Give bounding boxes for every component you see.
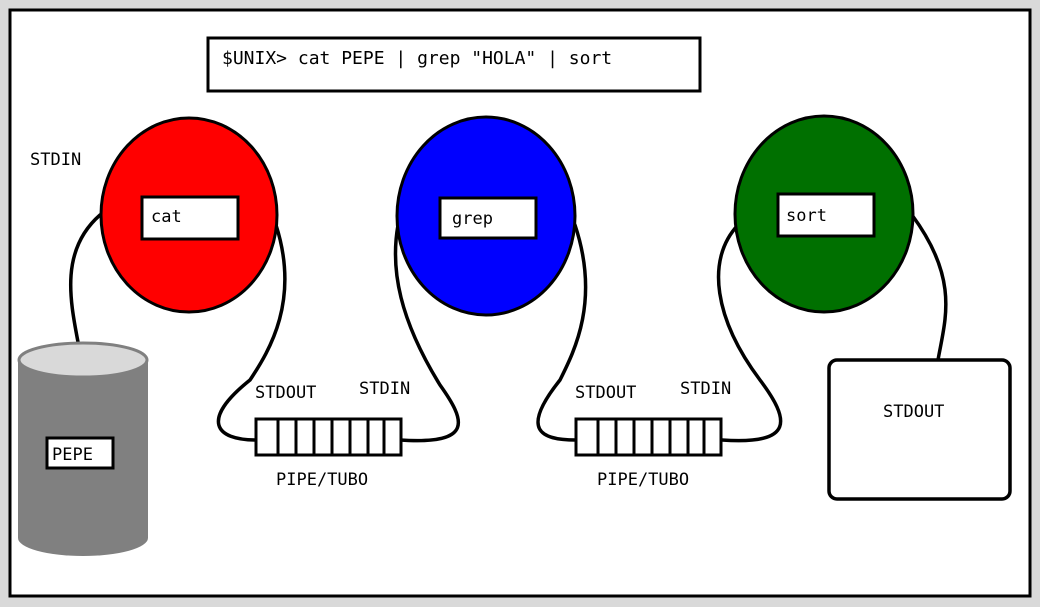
final-stdout-label: STDOUT <box>883 402 944 422</box>
command-text: $UNIX> cat PEPE | grep "HOLA" | sort <box>222 48 612 69</box>
file-pepe-cylinder: PEPE <box>17 341 149 556</box>
process-label-grep: grep <box>452 209 493 229</box>
process-grep: grep <box>395 115 577 317</box>
pipe-2-label: PIPE/TUBO <box>597 470 689 490</box>
pipe-1-label: PIPE/TUBO <box>276 470 368 490</box>
process-sort: sort <box>733 114 915 314</box>
file-label-box <box>45 436 115 470</box>
command-box: $UNIX> cat PEPE | grep "HOLA" | sort <box>206 36 702 93</box>
process-label-sort: sort <box>786 206 827 226</box>
stdin-label-cat: STDIN <box>30 150 81 170</box>
stdout-label-cat: STDOUT <box>255 383 316 403</box>
process-label-box-grep <box>438 196 538 240</box>
pipe-2-body <box>574 417 723 457</box>
wire-grep-to-pipe2 <box>536 223 588 442</box>
final-stdout-box: STDOUT <box>827 358 1012 501</box>
cylinder-top <box>17 341 149 379</box>
process-label-box-cat <box>140 195 240 241</box>
process-cat: cat <box>99 116 279 314</box>
wire-pipe2-to-sort <box>716 223 783 443</box>
wire-sort-to-stdout <box>910 213 948 362</box>
pipe-1-body <box>254 417 403 457</box>
pipe-1 <box>254 417 403 457</box>
wire-pepe-to-cat <box>69 213 102 344</box>
wire-pipe1-to-grep <box>393 223 460 443</box>
process-label-box-sort <box>776 192 876 238</box>
pipe-2 <box>574 417 723 457</box>
wire-cat-to-pipe1 <box>216 223 287 442</box>
wires <box>69 213 948 443</box>
stdout-label-grep: STDOUT <box>575 383 636 403</box>
stdin-label-grep: STDIN <box>359 379 410 399</box>
process-label-cat: cat <box>151 207 182 227</box>
file-label: PEPE <box>52 445 93 465</box>
stdin-label-sort: STDIN <box>680 379 731 399</box>
